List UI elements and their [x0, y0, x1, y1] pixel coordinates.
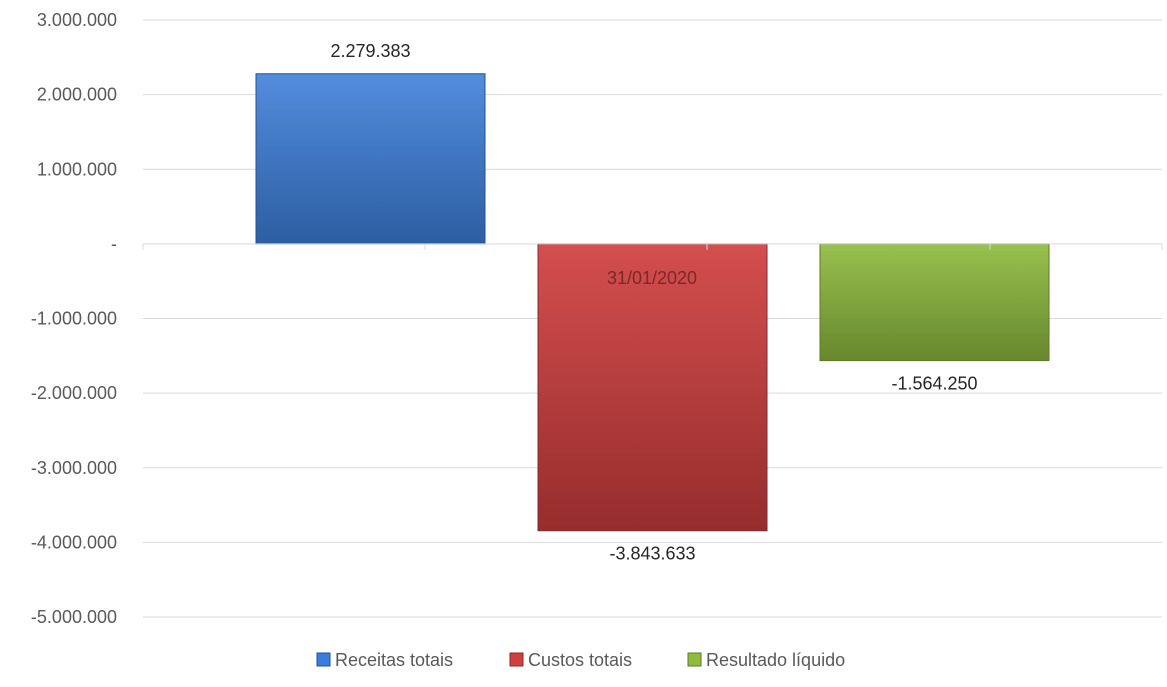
legend-swatch: [316, 652, 331, 667]
y-tick-label: 3.000.000: [37, 10, 117, 30]
y-tick-label: -5.000.000: [31, 607, 117, 627]
y-tick-label: -: [111, 234, 117, 254]
legend-label: Custos totais: [528, 650, 632, 670]
x-category-label: 31/01/2020: [607, 268, 697, 288]
y-tick-label: -4.000.000: [31, 532, 117, 552]
y-tick-label: -1.000.000: [31, 309, 117, 329]
legend-label: Resultado líquido: [706, 650, 845, 670]
data-label: -1.564.250: [891, 374, 977, 394]
bar-custos-totais: [537, 243, 768, 532]
legend-label: Receitas totais: [335, 650, 453, 670]
y-tick-label: -3.000.000: [31, 458, 117, 478]
legend-swatch: [687, 652, 702, 667]
data-label: -3.843.633: [609, 544, 695, 564]
legend: Receitas totais Custos totais Resultado lí…: [316, 650, 845, 670]
y-tick-label: 1.000.000: [37, 159, 117, 179]
y-axis-tick-labels: 3.000.000 2.000.000 1.000.000 - -1.000.000 -2…: [31, 10, 117, 627]
data-labels: 2.279.383 -3.843.633 -1.564.250: [330, 41, 977, 564]
bar-resultado-l-quido: [819, 243, 1050, 362]
data-label: 2.279.383: [330, 41, 410, 61]
bars: [255, 73, 1050, 532]
y-tick-label: 2.000.000: [37, 85, 117, 105]
y-tick-label: -2.000.000: [31, 383, 117, 403]
x-axis: 31/01/2020: [142, 243, 1163, 288]
legend-swatch: [509, 652, 524, 667]
bar-receitas-totais: [255, 73, 486, 245]
